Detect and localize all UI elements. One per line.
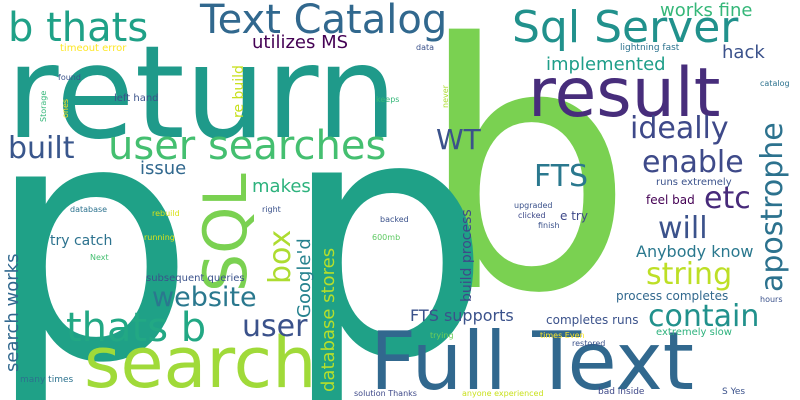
word-next: Next [90, 253, 109, 262]
word-re-build: re build [231, 65, 247, 118]
word-rebuild: rebuild [152, 209, 180, 218]
word-database: database [70, 205, 108, 214]
word-extremely-slow: extremely slow [656, 327, 732, 338]
word-running: running [144, 233, 175, 242]
word-database-stores: database stores [318, 247, 339, 392]
word-issue: issue [140, 158, 187, 179]
word-right: right [262, 205, 281, 214]
word-upgraded: upgraded [514, 201, 553, 210]
word-data: data [416, 43, 435, 52]
word-search-works: search works [2, 253, 23, 372]
word-p-center: p [282, 47, 492, 400]
word-wt: WT [436, 123, 481, 156]
word-utilizes-ms: utilizes MS [252, 32, 349, 53]
word-restored: restored [572, 339, 606, 348]
word-trying: trying [430, 331, 454, 340]
word-text-catalog: Text Catalog [200, 0, 448, 43]
word-solution-thanks: solution Thanks [354, 389, 417, 398]
word-result: result [528, 54, 721, 133]
word-anyone-experienced: anyone experienced [462, 389, 544, 398]
word-timeout-error: timeout error [60, 43, 127, 54]
word-600mb: 600mb [372, 233, 401, 242]
word-thats-b: thats b [66, 305, 207, 351]
word-finish: finish [538, 221, 560, 230]
word-website: website [152, 282, 257, 313]
word-ones: ones [61, 98, 70, 118]
word-googled: Google'd [294, 238, 315, 318]
word-apostrophe: apostrophe [755, 122, 790, 292]
word-build-process: build process [459, 209, 475, 302]
word-many-times: many times [20, 375, 74, 385]
word-etc: etc [704, 181, 751, 216]
word-ideally: ideally [630, 111, 729, 146]
word-string: string [646, 257, 733, 292]
word-runs-extremely: runs extremely [656, 177, 732, 188]
word-try-catch: try catch [50, 233, 113, 249]
word-left-hand: left hand [114, 93, 159, 104]
word-contain: contain [648, 299, 760, 334]
word-never: never [441, 85, 450, 108]
word-keeps: keeps [376, 95, 400, 104]
word-storage: Storage [39, 90, 48, 122]
word-found: found [58, 73, 81, 82]
word-p: p [0, 51, 196, 400]
word-fts: FTS [534, 159, 589, 194]
word-return: return [6, 19, 398, 168]
word-process-completes: process completes [616, 289, 729, 303]
word-search: search [84, 322, 317, 400]
word-makes: makes [252, 176, 311, 197]
word-times-even: times Even [540, 331, 585, 340]
word-fts-supports: FTS supports [410, 306, 514, 325]
word-enable: enable [642, 145, 744, 180]
word-bad-inside: bad inside [598, 387, 645, 397]
word-backed: backed [380, 215, 409, 224]
word-box: box [263, 229, 298, 284]
word-sql-server: Sql Server [512, 2, 739, 53]
word-s-yes: S Yes [722, 387, 746, 397]
word-completes-runs: completes runs [546, 313, 639, 327]
word-implemented: implemented [546, 54, 666, 75]
word-b-thats: b thats [8, 5, 149, 51]
word-lightning-fast: lightning fast [620, 43, 680, 53]
word-b: b [418, 0, 634, 368]
word-e-try: e try [560, 209, 588, 223]
word-catalog: catalog [760, 79, 790, 88]
word-hours: hours [760, 295, 783, 304]
word-anybody-know: Anybody know [636, 242, 754, 261]
word-works-fine: works fine [660, 0, 753, 21]
word-user-searches: user searches [108, 123, 387, 169]
word-clicked: clicked [518, 211, 546, 220]
word-subsequent-queries: subsequent queries [146, 273, 245, 284]
word-full-text: Full Text [370, 315, 695, 400]
word-hack: hack [722, 42, 765, 63]
word-built: built [8, 131, 75, 166]
word-feel-bad: feel bad [646, 193, 695, 207]
word-will: will [658, 211, 708, 246]
word-user: user [242, 309, 308, 344]
